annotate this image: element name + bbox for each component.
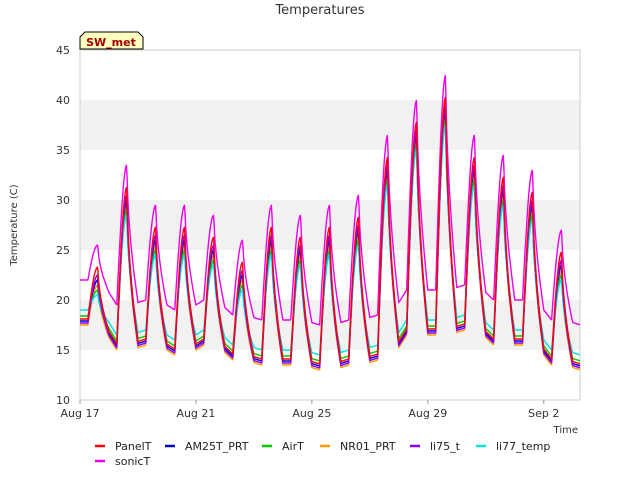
y-tick-label: 40 bbox=[56, 94, 70, 107]
y-tick-label: 10 bbox=[56, 394, 70, 407]
x-tick-label: Sep 2 bbox=[528, 407, 559, 420]
legend-item: li75_t bbox=[410, 440, 461, 453]
series-layer bbox=[80, 74, 580, 371]
legend-item: AirT bbox=[262, 440, 304, 453]
legend-label: PanelT bbox=[115, 440, 152, 453]
legend-item: PanelT bbox=[95, 440, 152, 453]
series-line-sonict bbox=[80, 74, 580, 326]
badge-label: SW_met bbox=[86, 36, 136, 49]
legend-label: NR01_PRT bbox=[340, 440, 396, 453]
grid-band bbox=[80, 350, 580, 400]
x-tick-label: Aug 21 bbox=[176, 407, 215, 420]
x-tick-label: Aug 25 bbox=[292, 407, 331, 420]
x-axis: Aug 17 Aug 21 Aug 25 Aug 29 Sep 2 bbox=[61, 400, 559, 420]
series-line-panelt bbox=[80, 96, 580, 365]
grid-band bbox=[80, 50, 580, 100]
legend-item: AM25T_PRT bbox=[165, 440, 249, 453]
legend-item: NR01_PRT bbox=[320, 440, 396, 453]
legend: PanelT AM25T_PRT AirT NR01_PRT li75_t li77_te… bbox=[95, 440, 550, 468]
chart-title: Temperatures bbox=[274, 3, 364, 18]
legend-label: li77_temp bbox=[496, 440, 550, 453]
legend-label: sonicT bbox=[115, 455, 151, 468]
legend-label: AM25T_PRT bbox=[185, 440, 249, 453]
station-badge: SW_met bbox=[79, 31, 144, 50]
y-tick-label: 20 bbox=[56, 294, 70, 307]
legend-label: li75_t bbox=[430, 440, 461, 453]
x-tick-label: Aug 17 bbox=[61, 407, 100, 420]
legend-item: li77_temp bbox=[476, 440, 550, 453]
plot-frame bbox=[79, 49, 581, 401]
badge-shape bbox=[79, 31, 144, 50]
y-tick-label: 15 bbox=[56, 344, 70, 357]
legend-label: AirT bbox=[282, 440, 304, 453]
y-axis: 10 15 20 25 30 35 40 45 bbox=[56, 44, 70, 407]
x-tick-label: Aug 29 bbox=[408, 407, 447, 420]
grid-band bbox=[80, 150, 580, 200]
y-tick-label: 25 bbox=[56, 244, 70, 257]
y-tick-label: 45 bbox=[56, 44, 70, 57]
y-tick-label: 30 bbox=[56, 194, 70, 207]
legend-item: sonicT bbox=[95, 455, 151, 468]
grid-band bbox=[80, 100, 580, 150]
y-tick-label: 35 bbox=[56, 144, 70, 157]
grid-band bbox=[80, 300, 580, 350]
y-axis-title: Temperature (C) bbox=[9, 184, 20, 266]
x-axis-title: Time bbox=[553, 425, 578, 436]
